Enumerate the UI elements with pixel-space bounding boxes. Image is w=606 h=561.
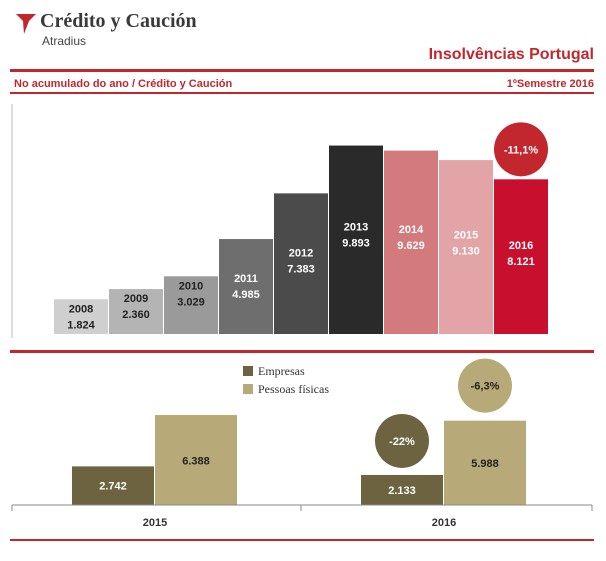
brand-logo: Crédito y Caución Atradius — [14, 8, 214, 52]
bar-value-label: 2.133 — [388, 485, 416, 497]
bar-year-label: 2013 — [344, 221, 368, 233]
pessoas-change-label: -6,3% — [471, 381, 500, 393]
bar-value-label: 5.988 — [471, 458, 499, 470]
bar-value-label: 2.360 — [122, 309, 150, 321]
bar-value-label: 1.824 — [67, 319, 95, 331]
bar-2010 — [164, 276, 218, 334]
empresas-change-label: -22% — [389, 436, 415, 448]
pessoas-change-badge — [458, 358, 512, 413]
change-badge — [494, 122, 548, 177]
bar-2012 — [274, 193, 328, 334]
logo-mark-icon — [16, 14, 36, 34]
brand-sub: Atradius — [42, 34, 87, 48]
bar-2016-empresas — [361, 474, 443, 505]
bar-year-label: 2016 — [509, 240, 533, 252]
bar-value-label: 4.985 — [232, 289, 260, 301]
bar-2011 — [219, 239, 273, 334]
bar-year-label: 2014 — [399, 224, 424, 236]
bar-2015-empresas — [72, 466, 154, 505]
bar-value-label: 7.383 — [287, 264, 315, 276]
bar-year-label: 2009 — [124, 293, 148, 305]
bar-value-label: 6.388 — [182, 456, 210, 468]
empresas-change-badge — [375, 413, 429, 468]
title-divider — [10, 69, 594, 72]
bar-2015 — [439, 160, 493, 334]
bar-value-label: 3.029 — [177, 296, 205, 308]
x-tick-label: 2015 — [143, 517, 167, 529]
bar-year-label: 2015 — [454, 229, 478, 241]
middle-divider — [10, 350, 594, 353]
bar-value-label: 8.121 — [507, 256, 535, 268]
legend-swatch — [243, 384, 253, 394]
bar-year-label: 2012 — [289, 248, 313, 260]
brand-name: Crédito y Caución — [40, 10, 197, 32]
change-badge-label: -11,1% — [504, 144, 538, 156]
legend-label: Pessoas físicas — [258, 382, 329, 396]
legend-swatch — [243, 366, 253, 376]
page-title: Insolvências Portugal — [428, 46, 594, 63]
bar-2008 — [54, 299, 108, 334]
bar-year-label: 2010 — [179, 280, 203, 292]
bar-2016 — [494, 179, 548, 334]
period-label: 1ºSemestre 2016 — [506, 78, 594, 90]
bar-year-label: 2011 — [234, 273, 258, 285]
bar-value-label: 9.893 — [342, 237, 370, 249]
bar-2014 — [384, 150, 438, 334]
bar-value-label: 9.130 — [452, 245, 480, 257]
bar-2015-pessoas — [155, 415, 237, 505]
bar-2009 — [109, 289, 163, 334]
bar-2013 — [329, 145, 383, 334]
bar-year-label: 2008 — [69, 303, 93, 315]
bar-2016-pessoas — [444, 420, 526, 505]
bar-value-label: 9.629 — [397, 240, 425, 252]
x-tick-label: 2016 — [432, 517, 456, 529]
legend-label: Empresas — [258, 364, 305, 378]
bar-value-label: 2.742 — [99, 481, 127, 493]
bottom-divider — [10, 539, 594, 541]
chart-subtitle: No acumulado do ano / Crédito y Caución — [14, 78, 233, 90]
subtitle-divider — [10, 92, 594, 94]
